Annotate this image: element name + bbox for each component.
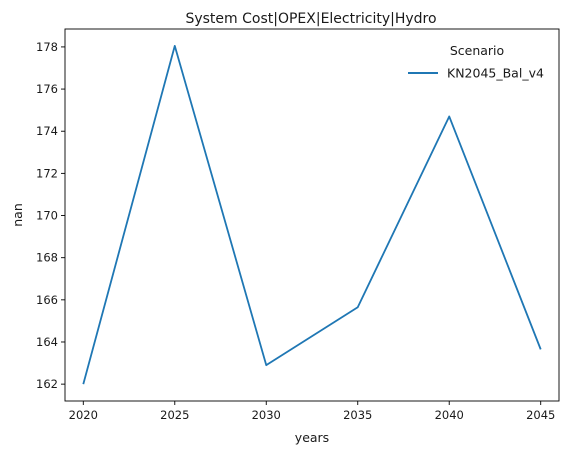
legend-title: Scenario (450, 43, 504, 58)
y-tick-label: 174 (36, 124, 58, 138)
y-axis: 162 164 166 168 170 172 174 176 178 (36, 40, 65, 391)
y-tick-label: 176 (36, 82, 58, 96)
x-tick-label: 2025 (160, 408, 189, 422)
y-tick-label: 164 (36, 335, 58, 349)
y-tick-label: 168 (36, 251, 58, 265)
y-axis-label: nan (10, 203, 25, 227)
y-tick-label: 178 (36, 40, 58, 54)
x-tick-label: 2040 (435, 408, 464, 422)
x-axis: 2020 2025 2030 2035 2040 2045 (69, 401, 555, 422)
x-tick-label: 2030 (252, 408, 281, 422)
legend-label: KN2045_Bal_v4 (447, 66, 544, 81)
y-tick-label: 162 (36, 377, 58, 391)
y-tick-label: 170 (36, 209, 58, 223)
series-lines (82, 44, 542, 385)
series-line (82, 44, 542, 385)
plot-area (64, 28, 560, 402)
x-tick-label: 2020 (69, 408, 98, 422)
x-tick-label: 2045 (526, 408, 555, 422)
x-axis-label: years (295, 430, 329, 445)
y-tick-label: 172 (36, 166, 58, 180)
x-tick-label: 2035 (343, 408, 372, 422)
y-tick-label: 166 (36, 293, 58, 307)
chart-title: System Cost|OPEX|Electricity|Hydro (185, 11, 436, 27)
legend: Scenario KN2045_Bal_v4 (408, 43, 544, 81)
